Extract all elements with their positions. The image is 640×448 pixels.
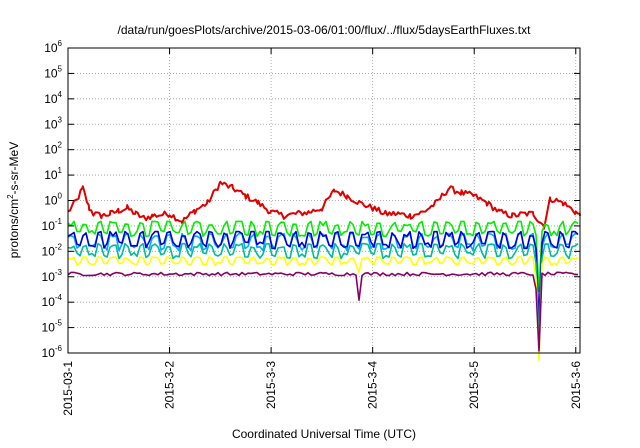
y-tick-label: 103 — [44, 115, 62, 131]
y-axis-label-sup: 2 — [6, 194, 15, 199]
chart-title: /data/run/goesPlots/archive/2015-03-06/0… — [118, 23, 532, 37]
y-tick-label: 10-3 — [42, 268, 63, 284]
y-tick-base: 10 — [42, 219, 56, 233]
y-tick-base: 10 — [42, 295, 56, 309]
y-tick-label: 10-2 — [42, 242, 63, 258]
y-tick-base: 10 — [42, 346, 56, 360]
y-tick-base: 10 — [44, 194, 58, 208]
y-tick-label: 104 — [44, 90, 62, 106]
y-tick-exp: 6 — [58, 39, 63, 48]
y-tick-exp: -4 — [55, 293, 63, 302]
y-tick-label: 10-5 — [42, 319, 63, 335]
y-tick-label: 10-1 — [42, 217, 63, 233]
y-tick-exp: 5 — [58, 64, 63, 73]
y-tick-base: 10 — [42, 244, 56, 258]
y-tick-exp: 4 — [58, 90, 63, 99]
y-tick-base: 10 — [44, 41, 58, 55]
y-tick-label: 105 — [44, 64, 62, 80]
y-ticks: 10-610-510-410-310-210-11001011021031041… — [42, 39, 580, 360]
y-tick-exp: 1 — [58, 166, 63, 175]
y-tick-label: 102 — [44, 141, 62, 157]
y-tick-exp: -5 — [55, 319, 63, 328]
y-tick-base: 10 — [44, 117, 58, 131]
y-tick-exp: -1 — [55, 217, 63, 226]
series-line — [67, 180, 581, 230]
y-tick-label: 100 — [44, 192, 62, 208]
y-tick-label: 10-4 — [42, 293, 63, 309]
y-tick-base: 10 — [44, 143, 58, 157]
series-line — [67, 242, 579, 347]
y-tick-base: 10 — [44, 92, 58, 106]
y-axis-label: protons/cm2-s-sr-MeV — [6, 142, 21, 258]
x-tick-label: 2015-03-1 — [61, 361, 75, 416]
series-line — [67, 256, 579, 362]
y-axis-label-pre: protons/cm — [7, 199, 21, 258]
x-axis-label: Coordinated Universal Time (UTC) — [232, 427, 416, 441]
series-line — [67, 220, 579, 292]
y-tick-exp: 2 — [58, 141, 63, 150]
x-tick-label: 2015-3-5 — [467, 361, 481, 409]
series-line — [67, 271, 578, 352]
series-group — [67, 180, 581, 362]
y-tick-label: 106 — [44, 39, 62, 55]
series-line — [67, 232, 578, 327]
x-tick-label: 2015-3-6 — [569, 361, 583, 409]
x-ticks: 2015-03-1 2015-3-2 2015-3-3 2015-3-4 2015-3-… — [61, 48, 583, 416]
x-tick-label: 2015-3-2 — [163, 361, 177, 409]
y-tick-exp: -6 — [55, 344, 63, 353]
x-tick-label: 2015-3-3 — [264, 361, 278, 409]
y-tick-exp: -2 — [55, 242, 63, 251]
y-axis-label-post: -s-sr-MeV — [7, 142, 21, 195]
y-tick-base: 10 — [44, 66, 58, 80]
y-tick-exp: -3 — [55, 268, 63, 277]
y-tick-exp: 0 — [58, 192, 63, 201]
y-tick-label: 101 — [44, 166, 62, 182]
y-tick-exp: 3 — [58, 115, 63, 124]
y-tick-base: 10 — [42, 321, 56, 335]
y-tick-label: 10-6 — [42, 344, 63, 360]
y-tick-base: 10 — [44, 168, 58, 182]
series-line — [67, 230, 579, 322]
y-tick-base: 10 — [42, 270, 56, 284]
grid — [67, 48, 580, 353]
x-tick-label: 2015-3-4 — [366, 361, 380, 409]
